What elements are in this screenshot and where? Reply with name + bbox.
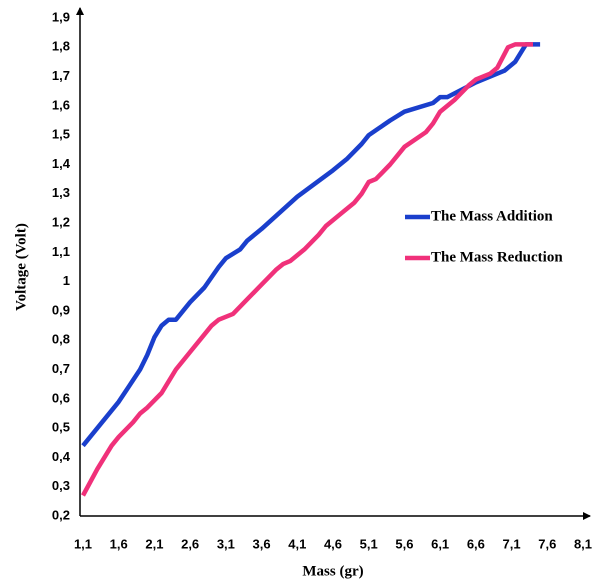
y-tick-label: 0,2 (52, 507, 70, 522)
x-tick-label: 5,1 (360, 536, 378, 551)
y-tick-label: 0,5 (52, 420, 70, 435)
y-tick-label: 1,4 (52, 156, 71, 171)
x-tick-label: 1,1 (74, 536, 92, 551)
y-tick-label: 1 (63, 273, 70, 288)
y-tick-label: 0,8 (52, 332, 70, 347)
y-tick-label: 1,6 (52, 97, 70, 112)
x-tick-label: 2,1 (145, 536, 163, 551)
x-tick-label: 6,1 (431, 536, 449, 551)
y-tick-label: 1,1 (52, 244, 70, 259)
y-tick-label: 0,7 (52, 361, 70, 376)
legend-label: The Mass Addition (431, 208, 553, 224)
y-tick-label: 0,9 (52, 302, 70, 317)
x-tick-label: 5,6 (395, 536, 413, 551)
x-tick-label: 2,6 (181, 536, 199, 551)
x-tick-label: 6,6 (467, 536, 485, 551)
x-tick-label: 8,1 (574, 536, 592, 551)
y-tick-label: 1,8 (52, 39, 70, 54)
x-tick-label: 3,6 (253, 536, 271, 551)
y-tick-label: 0,6 (52, 390, 70, 405)
data-line (81, 42, 533, 497)
y-tick-label: 1,9 (52, 9, 70, 24)
y-tick-label: 0,4 (52, 449, 71, 464)
y-tick-label: 1,2 (52, 214, 70, 229)
y-tick-label: 0,3 (52, 478, 70, 493)
x-tick-label: 4,6 (324, 536, 342, 551)
x-tick-label: 1,6 (110, 536, 128, 551)
x-axis-label: Mass (gr) (302, 563, 363, 579)
y-tick-label: 1,3 (52, 185, 70, 200)
x-tick-label: 7,6 (538, 536, 556, 551)
y-tick-label: 1,7 (52, 68, 70, 83)
x-tick-label: 4,1 (288, 536, 306, 551)
legend-label: The Mass Reduction (431, 249, 563, 265)
y-axis-label: Voltage (Volt) (13, 223, 29, 311)
x-tick-label: 3,1 (217, 536, 235, 551)
data-line (81, 42, 541, 448)
y-tick-label: 1,5 (52, 127, 70, 142)
x-tick-label: 7,1 (503, 536, 521, 551)
